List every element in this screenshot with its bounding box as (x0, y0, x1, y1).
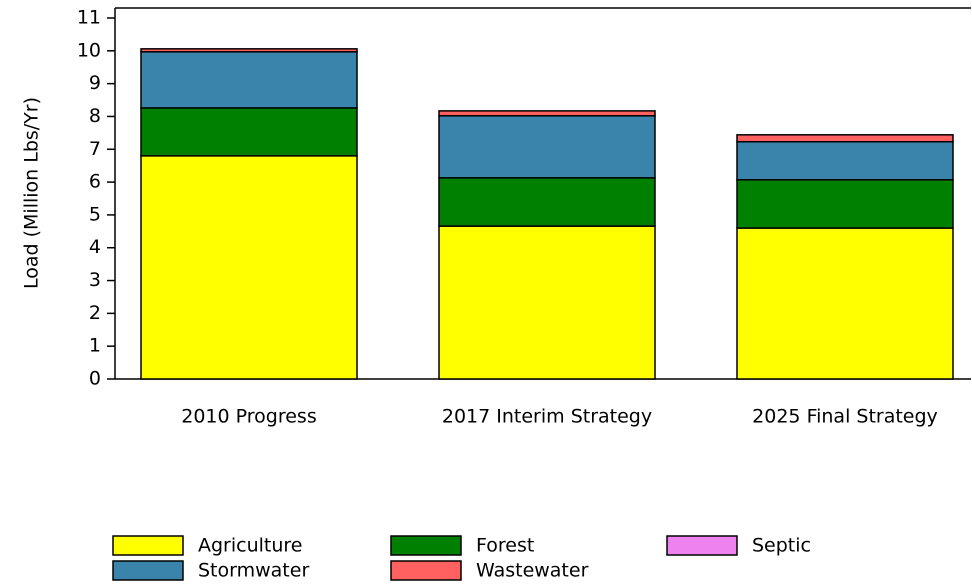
x-tick-label: 2010 Progress (181, 406, 316, 428)
x-tick-label: 2025 Final Strategy (752, 406, 938, 428)
y-tick-label: 11 (77, 7, 101, 29)
legend-swatch (112, 535, 184, 556)
y-tick-label: 4 (89, 236, 101, 258)
y-tick-label: 1 (89, 335, 101, 357)
bar-segment (438, 177, 656, 227)
y-tick-label: 10 (77, 39, 101, 61)
legend-label: Forest (476, 535, 534, 557)
y-tick-label: 7 (89, 138, 101, 160)
y-tick-label: 0 (89, 368, 101, 390)
bar-segment (438, 115, 656, 179)
bar-segment (736, 227, 954, 380)
y-tick-label: 6 (89, 171, 101, 193)
bar-segment (140, 155, 358, 380)
y-tick-label: 3 (89, 269, 101, 291)
y-tick-label: 5 (89, 203, 101, 225)
bar-segment (438, 110, 656, 117)
legend-label: Wastewater (476, 560, 589, 582)
bar-segment (140, 107, 358, 157)
legend-swatch (112, 560, 184, 581)
bar-segment (438, 225, 656, 380)
x-tick-label: 2017 Interim Strategy (442, 406, 652, 428)
bar-segment (736, 179, 954, 229)
bar-segment (140, 48, 358, 53)
legend-label: Agriculture (198, 535, 303, 557)
y-tick-label: 9 (89, 72, 101, 94)
bar-segment (140, 51, 358, 109)
legend-swatch (390, 560, 462, 581)
bar-segment (736, 140, 954, 181)
legend-swatch (390, 535, 462, 556)
y-tick-label: 8 (89, 105, 101, 127)
y-axis-label: Load (Million Lbs/Yr) (21, 97, 43, 289)
bar-segment (736, 134, 954, 143)
legend-label: Stormwater (198, 560, 309, 582)
legend-label: Septic (752, 535, 811, 557)
legend-swatch (666, 535, 738, 556)
y-tick-label: 2 (89, 302, 101, 324)
